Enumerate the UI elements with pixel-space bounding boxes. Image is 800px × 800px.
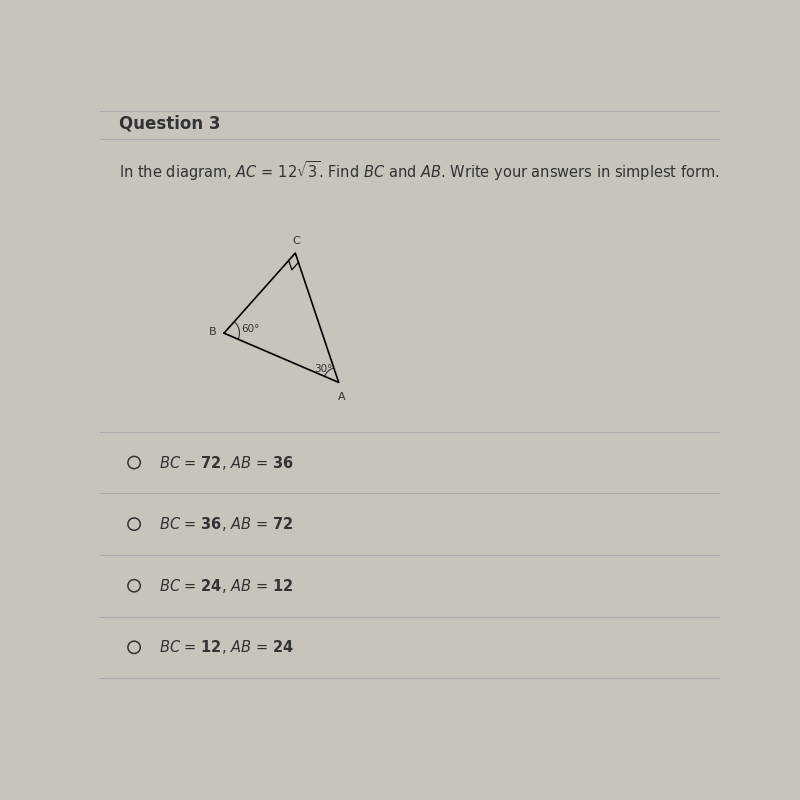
Text: $\mathit{BC}$ = $\mathbf{12}$, $\mathit{AB}$ = $\mathbf{24}$: $\mathit{BC}$ = $\mathbf{12}$, $\mathit{… [159, 638, 294, 656]
Text: $\mathit{BC}$ = $\mathbf{24}$, $\mathit{AB}$ = $\mathbf{12}$: $\mathit{BC}$ = $\mathbf{24}$, $\mathit{… [159, 577, 293, 594]
Text: B: B [209, 327, 217, 337]
Text: Question 3: Question 3 [118, 114, 220, 133]
Text: 30°: 30° [314, 364, 332, 374]
Text: $\mathit{BC}$ = $\mathbf{72}$, $\mathit{AB}$ = $\mathbf{36}$: $\mathit{BC}$ = $\mathbf{72}$, $\mathit{… [159, 454, 294, 471]
Text: In the diagram, $\mathit{AC}$ = 12$\sqrt{3}$. Find $\mathit{BC}$ and $\mathit{AB: In the diagram, $\mathit{AC}$ = 12$\sqrt… [118, 159, 719, 183]
Text: $\mathit{BC}$ = $\mathbf{36}$, $\mathit{AB}$ = $\mathbf{72}$: $\mathit{BC}$ = $\mathbf{36}$, $\mathit{… [159, 515, 293, 533]
Text: A: A [338, 392, 346, 402]
Text: C: C [293, 236, 301, 246]
Text: 60°: 60° [242, 325, 260, 334]
